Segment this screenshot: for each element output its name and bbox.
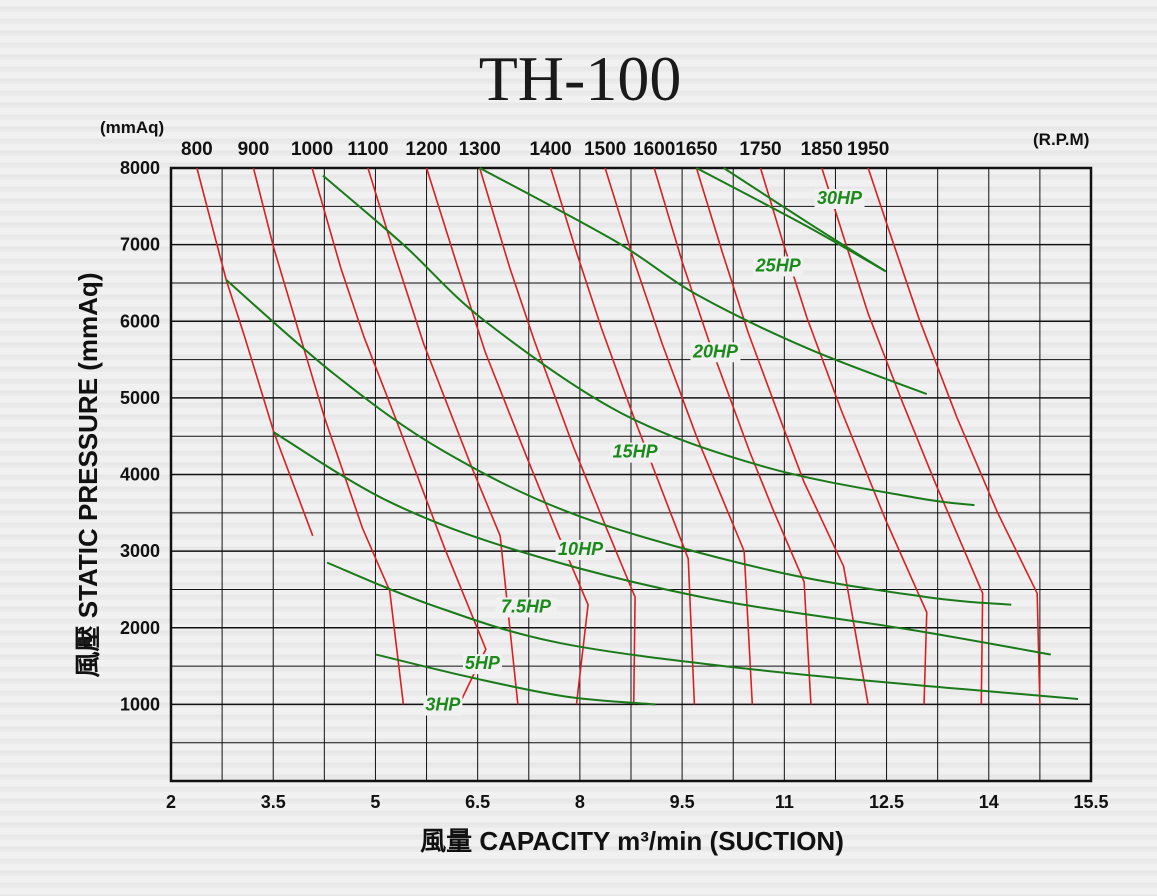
- hp-curves: [225, 167, 1079, 706]
- rpm-line-1950: [867, 167, 1041, 705]
- rpm-label: 1000: [291, 139, 333, 160]
- hp-label: 10HP: [558, 539, 604, 559]
- x-tick-label: 12.5: [869, 792, 904, 812]
- rpm-label: 1600: [633, 139, 675, 160]
- hp-curve-7.5HP: [273, 431, 1051, 656]
- hp-label-bg: [690, 342, 741, 363]
- hp-curve-20HP: [479, 167, 928, 395]
- rpm-lines: [196, 167, 1041, 705]
- rpm-line-1500: [604, 167, 754, 705]
- hp-label: 20HP: [692, 341, 739, 361]
- x-tick-label: 6.5: [465, 792, 490, 812]
- x-tick-label: 5: [370, 792, 380, 812]
- rpm-label: 1400: [529, 139, 571, 160]
- plot-border: [169, 166, 1093, 783]
- rpm-label: 1200: [405, 139, 447, 160]
- rpm-unit-label: (R.P.M): [1033, 130, 1089, 149]
- rpm-line-800: [196, 167, 314, 537]
- hp-curve-30HP: [723, 167, 887, 273]
- rpm-label: 900: [238, 139, 270, 160]
- hp-curve-3HP: [375, 653, 656, 706]
- hp-label: 3HP: [425, 695, 461, 715]
- hp-label: 7.5HP: [501, 596, 552, 616]
- y-tick-label: 7000: [120, 235, 160, 255]
- y-axis-title: 風壓 STATIC PRESSURE (mmAq): [73, 273, 103, 678]
- x-axis-title: 風量 CAPACITY m³/min (SUCTION): [420, 826, 844, 856]
- y-unit-label: (mmAq): [100, 118, 164, 137]
- rpm-line-900: [252, 167, 405, 705]
- rpm-line-1400: [549, 167, 696, 705]
- chart-title: TH-100: [479, 43, 682, 114]
- hp-label-bg: [814, 189, 865, 210]
- grid: [169, 166, 1093, 783]
- hp-curve-10HP: [225, 279, 1012, 606]
- hp-curve-5HP: [326, 561, 1079, 701]
- hp-label: 15HP: [613, 442, 659, 462]
- hp-labels: 30HP 25HP 20HP 15HP 10HP 7.5HP 5HP 3HP: [423, 188, 865, 716]
- hp-label: 5HP: [465, 653, 501, 673]
- hp-label: 30HP: [817, 188, 863, 208]
- rpm-line-1100: [367, 167, 519, 705]
- axes: 2 3.5 5 6.5 8 9.5 11 12.5 14 15.5 1000 2000 3000 4000…: [120, 139, 1109, 812]
- rpm-line-1650: [695, 167, 869, 705]
- x-tick-label: 15.5: [1073, 792, 1108, 812]
- y-tick-label: 8000: [120, 158, 160, 178]
- rpm-label: 1100: [347, 139, 388, 160]
- hp-label-bg: [610, 442, 661, 463]
- y-tick-label: 2000: [120, 618, 160, 638]
- x-tick-label: 3.5: [261, 792, 286, 812]
- rpm-label: 800: [181, 139, 213, 160]
- y-tick-label: 4000: [120, 465, 160, 485]
- hp-label-bg: [753, 256, 804, 277]
- hp-label-bg: [495, 597, 557, 618]
- x-tick-label: 8: [575, 792, 585, 812]
- y-tick-label: 5000: [120, 388, 160, 408]
- rpm-label: 1950: [847, 139, 889, 160]
- hp-curve-15HP: [322, 174, 975, 507]
- hp-label-bg: [423, 695, 463, 716]
- rpm-line-1200: [425, 167, 589, 705]
- rpm-label: 1850: [801, 139, 843, 160]
- x-tick-label: 14: [979, 792, 999, 812]
- rpm-label: 1650: [675, 139, 717, 160]
- rpm-label: 1300: [459, 139, 501, 160]
- x-tick-label: 9.5: [670, 792, 695, 812]
- rpm-line-1300: [478, 167, 636, 705]
- rpm-line-1750: [759, 167, 928, 705]
- rpm-line-1600: [653, 167, 812, 705]
- x-tick-label: 11: [775, 792, 794, 812]
- hp-label: 25HP: [755, 255, 802, 275]
- hp-label-bg: [555, 539, 606, 560]
- y-tick-label: 6000: [120, 311, 160, 331]
- y-tick-label: 1000: [120, 694, 160, 714]
- rpm-line-1850: [821, 167, 984, 705]
- rpm-label: 1750: [739, 139, 781, 160]
- hp-label-bg: [462, 654, 502, 675]
- y-tick-label: 3000: [120, 541, 160, 561]
- chart-title-text: TH-100: [479, 43, 682, 114]
- rpm-label: 1500: [584, 139, 626, 160]
- x-tick-label: 2: [166, 792, 176, 812]
